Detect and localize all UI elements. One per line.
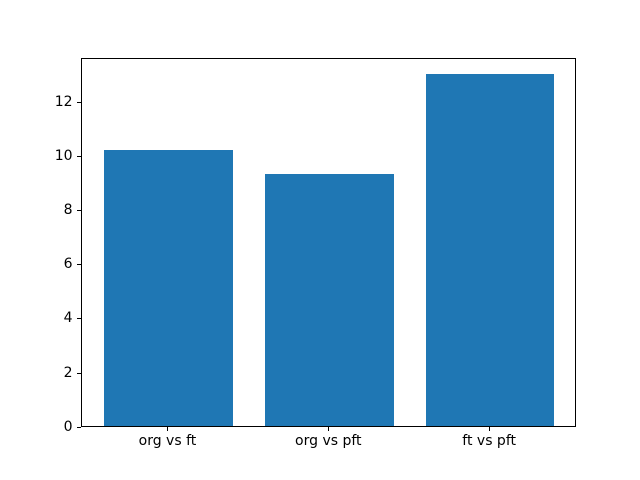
y-tick-mark — [76, 101, 81, 103]
y-tick-label: 8 — [63, 202, 73, 219]
x-tick-label: org vs pft — [295, 433, 362, 450]
bar-org-vs-ft — [104, 150, 233, 427]
bar-org-vs-pft — [264, 174, 394, 427]
x-tick-mark — [166, 427, 168, 432]
y-tick-label: 12 — [54, 93, 73, 110]
y-tick-label: 4 — [63, 310, 73, 327]
plot-area — [80, 57, 576, 428]
y-tick-label: 0 — [63, 418, 73, 435]
y-tick-label: 10 — [54, 147, 73, 164]
y-tick-mark — [76, 318, 81, 320]
x-tick-label: org vs ft — [138, 433, 197, 450]
y-tick-label: 6 — [63, 256, 73, 273]
y-tick-mark — [76, 155, 81, 157]
x-tick-mark — [488, 427, 490, 432]
x-tick-mark — [327, 427, 329, 432]
y-tick-mark — [76, 210, 81, 212]
y-tick-mark — [76, 372, 81, 374]
y-tick-mark — [76, 426, 81, 428]
y-tick-mark — [76, 264, 81, 266]
y-tick-label: 2 — [63, 364, 73, 381]
bar-ft-vs-pft — [425, 74, 555, 427]
x-tick-label: ft vs pft — [462, 433, 516, 450]
